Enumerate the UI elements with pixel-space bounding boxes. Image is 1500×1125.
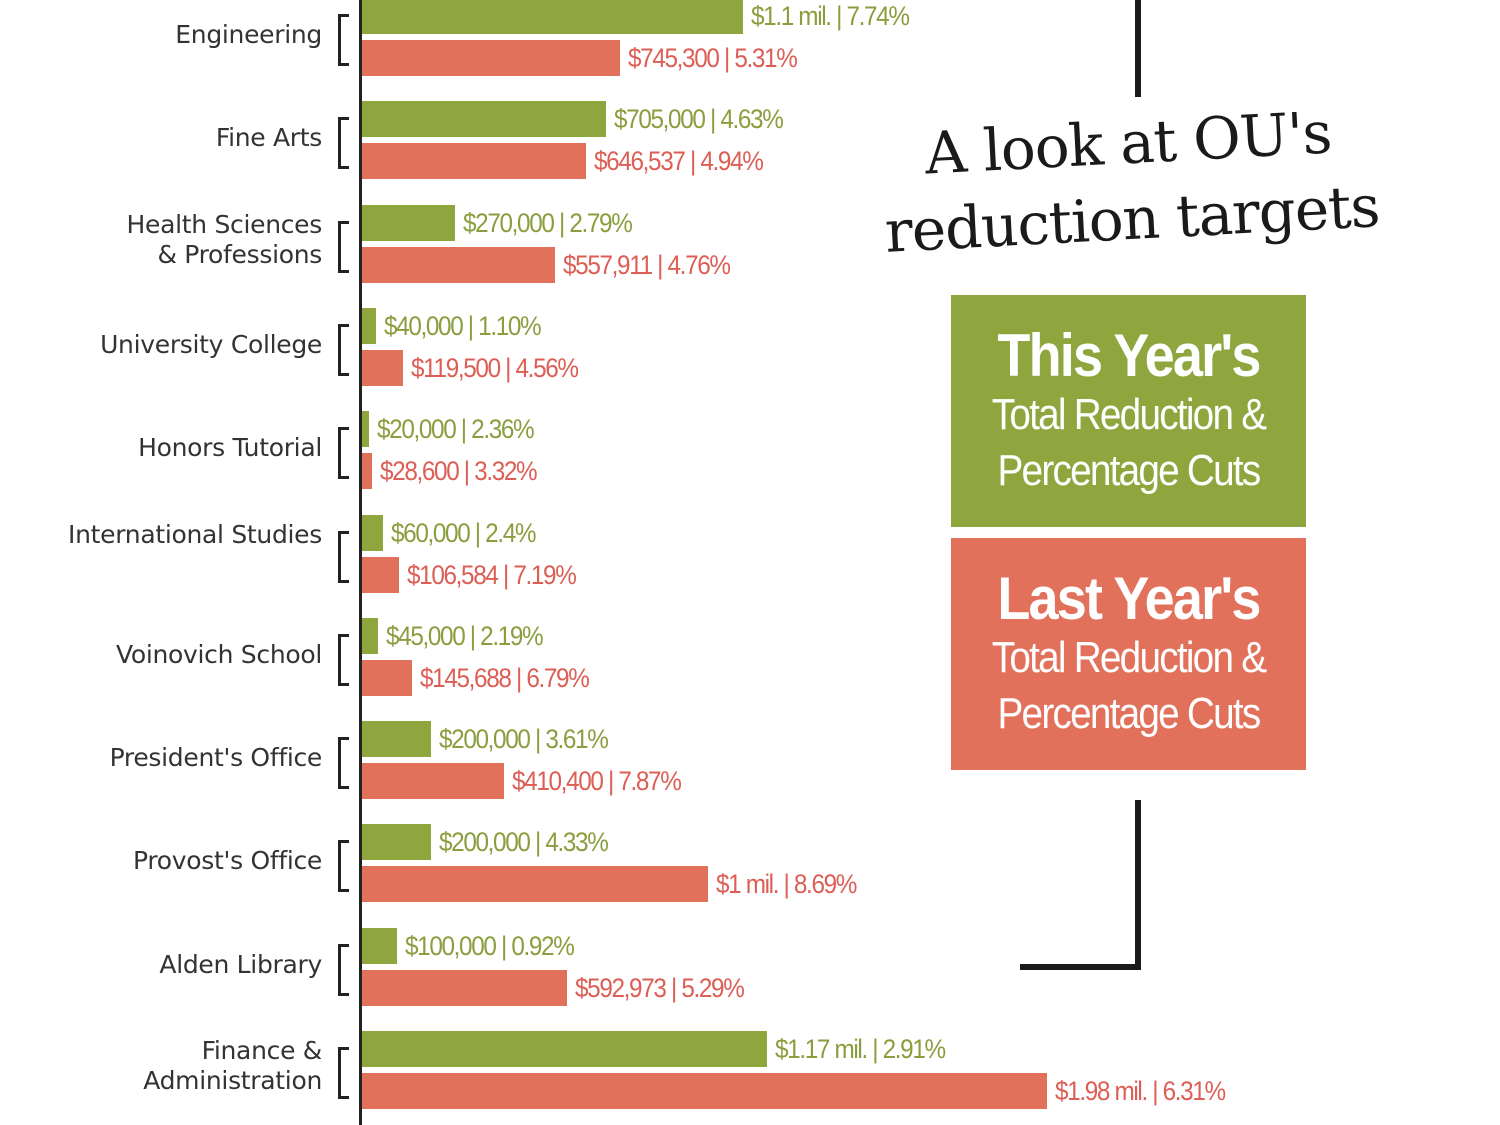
bar-this-year [362,307,376,344]
category-bracket [338,220,349,273]
category-label: Voinovich School [115,639,322,669]
data-label-last-year: $1.98 mil. | 6.31% [1055,1076,1226,1106]
data-label-this-year: $20,000 | 2.36% [376,414,535,445]
data-label-last-year: $410,400 | 7.87% [511,766,682,797]
data-label-last-year: $1 mil. | 8.69% [716,869,857,900]
data-label-this-year: $60,000 | 2.4% [390,517,536,548]
bar-this-year [362,1031,767,1067]
data-label-this-year: $1.17 mil. | 2.91% [774,1034,946,1064]
chart-title: A look at OU's reduction targets [856,91,1403,271]
legend-last-year-title: Last Year's [997,565,1261,632]
bar-this-year [362,721,432,758]
legend-this-year-title: This Year's [997,322,1261,389]
y-axis-line [359,0,362,1125]
data-label-last-year: $106,584 | 7.19% [406,559,577,590]
category-label: Provost's Office [133,846,322,876]
data-label-this-year: $200,000 | 4.33% [439,827,609,858]
decorative-bracket-foot [1020,964,1141,970]
decorative-bracket-top [1135,0,1141,97]
category-bracket [338,14,349,66]
bar-last-year [362,969,568,1006]
data-label-this-year: $270,000 | 2.79% [463,207,633,238]
data-label-this-year: $100,000 | 0.92% [404,930,575,961]
bar-last-year [362,866,708,903]
category-label: International Studies [68,519,322,549]
category-bracket [338,943,349,996]
legend-this-year: This Year's Total Reduction & Percentage… [951,295,1306,527]
bar-last-year [362,659,413,696]
category-label: Health Sciences & Professions [126,209,323,269]
category-bracket [338,323,349,376]
legend-last-year-line2: Percentage Cuts [997,689,1261,738]
data-label-last-year: $745,300 | 5.31% [627,43,798,73]
category-label: Finance & Administration [143,1036,322,1095]
bar-last-year [362,556,399,593]
data-label-last-year: $557,911 | 4.76% [563,249,731,280]
bar-this-year [362,204,456,241]
decorative-bracket-bottom [1135,800,1141,970]
bar-last-year [362,763,504,800]
data-label-this-year: $1.1 mil. | 7.74% [750,1,910,31]
data-label-last-year: $119,500 | 4.56% [411,352,579,383]
category-label: University College [100,329,322,359]
category-bracket [338,427,349,480]
bar-last-year [362,1073,1048,1109]
category-bracket [338,1047,349,1099]
legend-this-year-line1: Total Reduction & [991,390,1267,439]
data-label-this-year: $200,000 | 3.61% [439,724,609,755]
bar-this-year [362,0,743,34]
legend-this-year-line2: Percentage Cuts [997,446,1261,495]
category-bracket [338,633,349,686]
bar-this-year [362,617,378,654]
bar-last-year [362,349,404,386]
category-bracket [338,530,349,583]
data-label-last-year: $145,688 | 6.79% [420,662,590,693]
data-label-last-year: $28,600 | 3.32% [379,456,538,487]
legend-last-year-line1: Total Reduction & [991,633,1267,682]
bar-last-year [362,143,586,180]
bar-last-year [362,246,556,283]
legend-last-year: Last Year's Total Reduction & Percentage… [951,538,1306,770]
data-label-this-year: $45,000 | 2.19% [385,620,544,651]
category-bracket [338,117,349,170]
category-label: Fine Arts [215,123,322,153]
data-label-last-year: $646,537 | 4.94% [593,146,764,177]
bar-this-year [362,927,397,964]
data-label-this-year: $705,000 | 4.63% [613,104,784,135]
bar-last-year [362,453,372,490]
category-label: Honors Tutorial [138,433,322,463]
bar-last-year [362,40,620,76]
category-label: Engineering [175,20,322,49]
bar-this-year [362,514,383,551]
bar-this-year [362,824,432,861]
data-label-this-year: $40,000 | 1.10% [383,310,542,341]
bar-this-year [362,101,606,138]
category-bracket [338,737,349,790]
category-label: Alden Library [159,949,322,979]
category-bracket [338,840,349,893]
category-label: President's Office [109,743,323,773]
bar-this-year [362,411,369,448]
data-label-last-year: $592,973 | 5.29% [575,972,745,1003]
